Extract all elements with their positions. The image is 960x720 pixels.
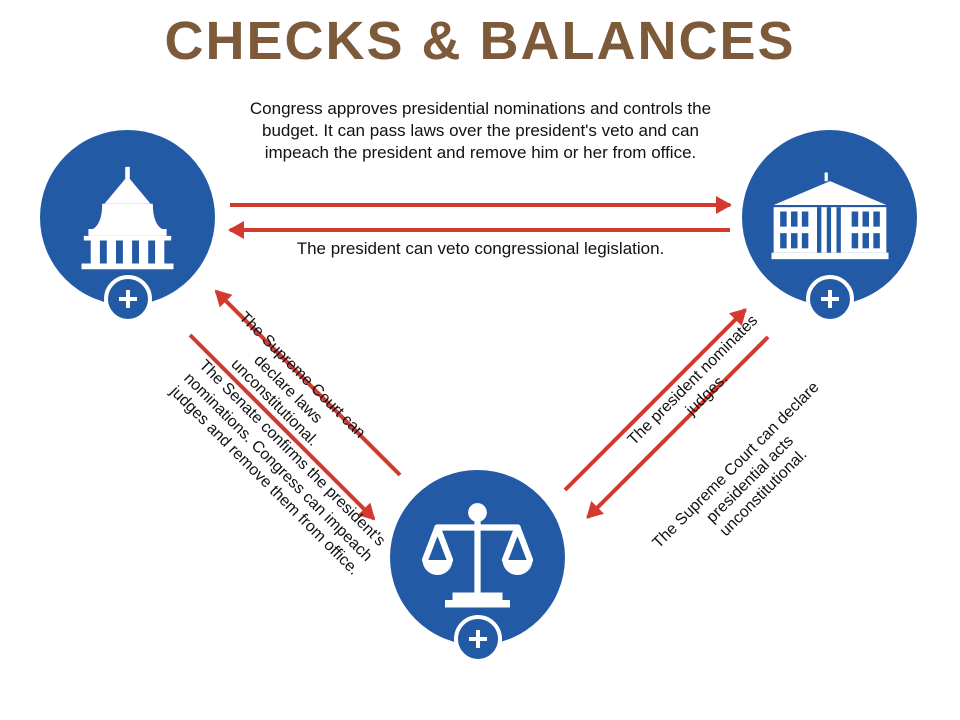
arrow-executive-to-legislative: [230, 225, 730, 235]
edge-text-executive-to-legislative: The president can veto congressional leg…: [248, 238, 713, 260]
plus-icon: [454, 615, 502, 663]
whitehouse-icon: [765, 163, 895, 273]
arrow-legislative-to-executive: [230, 200, 730, 210]
edge-text-legislative-to-executive: Congress approves presidential nominatio…: [248, 98, 713, 163]
infographic-stage: CHECKS & BALANCES Legislative Branch: [0, 0, 960, 720]
page-title: CHECKS & BALANCES: [0, 10, 960, 72]
legislative-circle: [40, 130, 215, 305]
node-legislative: Legislative Branch: [40, 130, 215, 305]
plus-icon: [806, 275, 854, 323]
node-executive: Executive Branch: [742, 130, 917, 305]
executive-circle: [742, 130, 917, 305]
scales-icon: [415, 495, 540, 620]
plus-icon: [104, 275, 152, 323]
node-judicial: Judicial Branch: [390, 470, 565, 645]
judicial-circle: [390, 470, 565, 645]
capitol-icon: [70, 160, 185, 275]
